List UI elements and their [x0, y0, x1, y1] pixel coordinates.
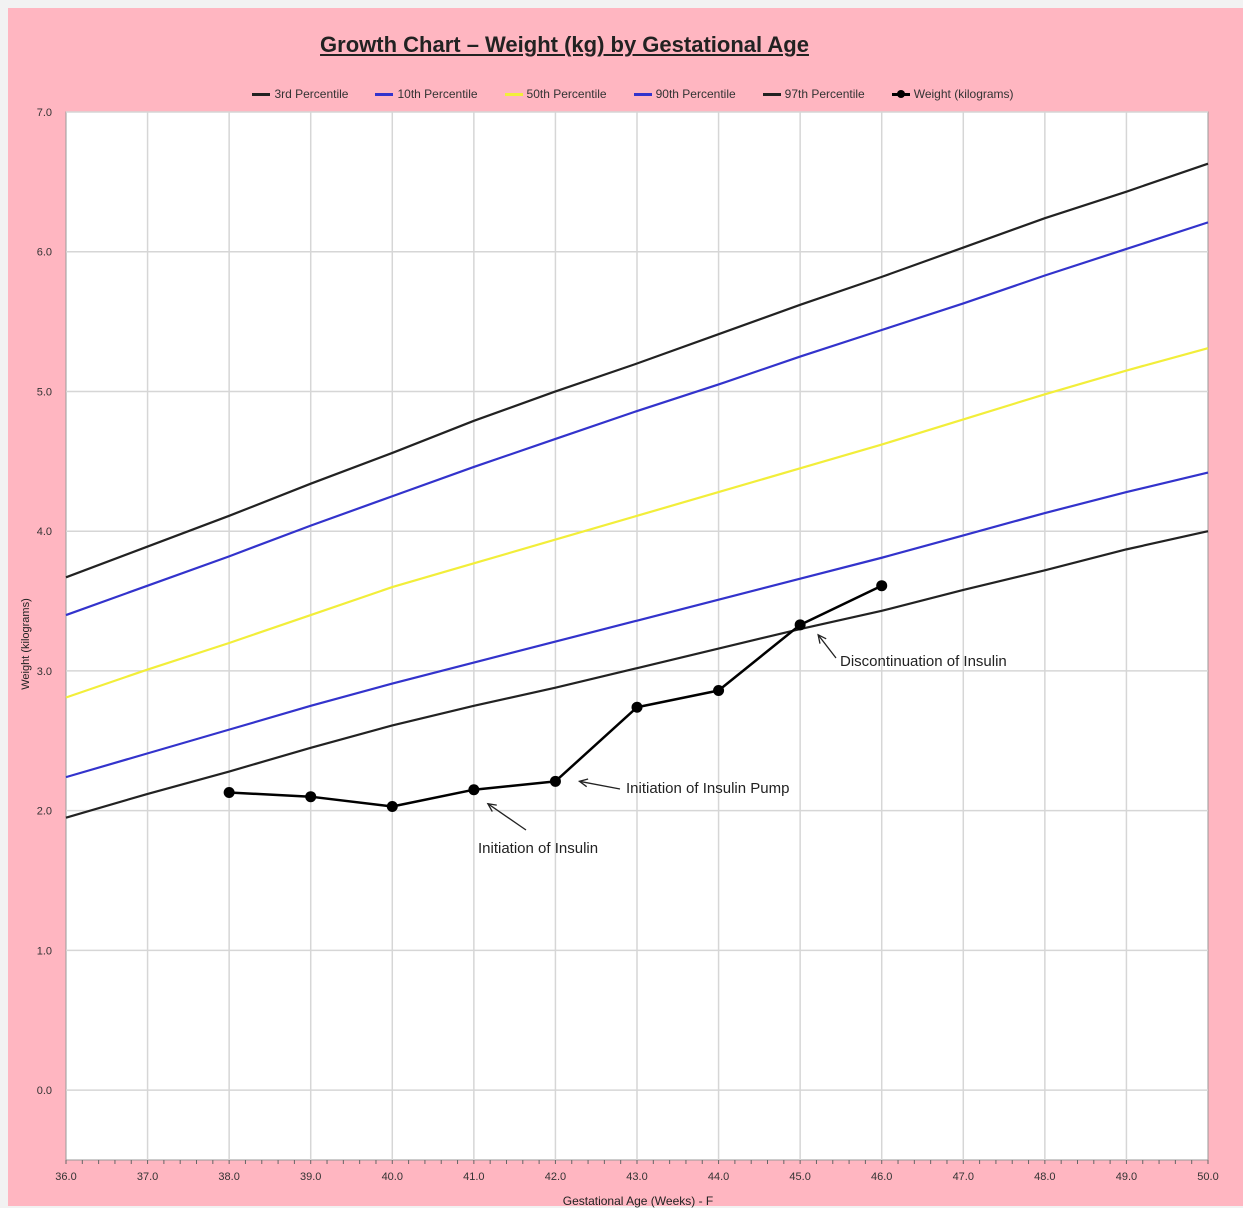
weight-data-point	[549, 775, 561, 787]
x-tick-label: 47.0	[953, 1171, 974, 1183]
y-tick-label: 6.0	[37, 247, 52, 259]
x-tick-label: 37.0	[137, 1171, 158, 1183]
x-tick-label: 45.0	[789, 1171, 810, 1183]
y-tick-label: 4.0	[37, 526, 52, 538]
x-tick-label: 40.0	[382, 1171, 403, 1183]
weight-data-point	[631, 701, 643, 713]
annotation-arrow-1	[579, 780, 621, 790]
legend-label-90th: 90th Percentile	[655, 87, 736, 101]
legend-label-97th: 97th Percentile	[784, 87, 865, 101]
x-tick-label: 36.0	[55, 1171, 76, 1183]
x-tick-label: 39.0	[300, 1171, 321, 1183]
legend-swatch-10th	[375, 92, 394, 96]
annotation-arrowhead-2	[817, 633, 827, 644]
x-tick-label: 44.0	[708, 1171, 729, 1183]
legend-swatch-50th	[504, 92, 523, 96]
weight-data-point	[223, 787, 235, 799]
chart-legend: 3rd Percentile 10th Percentile 50th Perc…	[8, 84, 1243, 104]
x-tick-label: 38.0	[218, 1171, 239, 1183]
legend-label-3rd: 3rd Percentile	[274, 87, 349, 101]
annotation-arrowhead-0	[486, 802, 497, 812]
legend-item-weight: Weight (kilograms)	[891, 84, 1014, 104]
annotation-discontinuation-insulin: Discontinuation of Insulin	[840, 653, 1007, 670]
legend-swatch-90th	[633, 92, 652, 96]
series-line-4	[65, 162, 1209, 579]
legend-item-3rd: 3rd Percentile	[252, 84, 348, 104]
legend-swatch-3rd	[252, 92, 271, 96]
legend-item-97th: 97th Percentile	[762, 84, 865, 104]
weight-data-point	[794, 619, 806, 631]
x-axis-label: Gestational Age (Weeks) - F	[562, 1194, 714, 1208]
series-line-3	[65, 221, 1209, 617]
legend-marker-icon	[896, 89, 905, 98]
plot-area: 36.0 37.0 38.0 39.0 40.0 41.0 42.0 43.0 44.0 45.0…	[37, 107, 1219, 1183]
legend-label-weight: Weight (kilograms)	[913, 87, 1014, 101]
y-axis-label: Weight (kilograms)	[20, 598, 32, 690]
annotation-initiation-insulin: Initiation of Insulin	[478, 840, 599, 857]
chart-title: Growth Chart – Weight (kg) by Gestationa…	[320, 32, 809, 57]
x-tick-label: 43.0	[626, 1171, 647, 1183]
annotation-arrow-2	[817, 634, 837, 659]
series-line-1	[65, 471, 1209, 779]
weight-data-point	[305, 791, 317, 803]
y-tick-label: 3.0	[37, 666, 52, 678]
legend-label-50th: 50th Percentile	[526, 87, 607, 101]
legend-item-50th: 50th Percentile	[504, 84, 607, 104]
legend-swatch-weight	[891, 89, 910, 98]
x-tick-label: 49.0	[1116, 1171, 1137, 1183]
weight-data-point	[386, 800, 398, 812]
annotation-arrowhead-1	[577, 778, 589, 788]
series-line-0	[65, 530, 1209, 819]
annotation-arrow-0	[487, 803, 527, 831]
x-tick-label: 48.0	[1034, 1171, 1055, 1183]
y-tick-label: 1.0	[37, 945, 52, 957]
x-tick-label: 42.0	[545, 1171, 566, 1183]
series-line-2	[65, 347, 1209, 699]
x-tick-label: 41.0	[463, 1171, 484, 1183]
y-tick-label: 0.0	[37, 1085, 52, 1097]
annotation-initiation-insulin-pump: Initiation of Insulin Pump	[626, 780, 790, 797]
weight-data-point	[876, 580, 888, 592]
weight-data-point	[468, 784, 480, 796]
weight-data-point	[713, 684, 725, 696]
legend-item-10th: 10th Percentile	[375, 84, 478, 104]
y-tick-label: 7.0	[37, 107, 52, 119]
x-tick-label: 46.0	[871, 1171, 892, 1183]
y-tick-label: 5.0	[37, 386, 52, 398]
legend-item-90th: 90th Percentile	[633, 84, 736, 104]
legend-label-10th: 10th Percentile	[397, 87, 478, 101]
x-tick-label: 50.0	[1197, 1171, 1218, 1183]
chart-frame: Growth Chart – Weight (kg) by Gestationa…	[8, 8, 1243, 1208]
y-tick-label: 2.0	[37, 806, 52, 818]
legend-swatch-97th	[762, 92, 781, 96]
